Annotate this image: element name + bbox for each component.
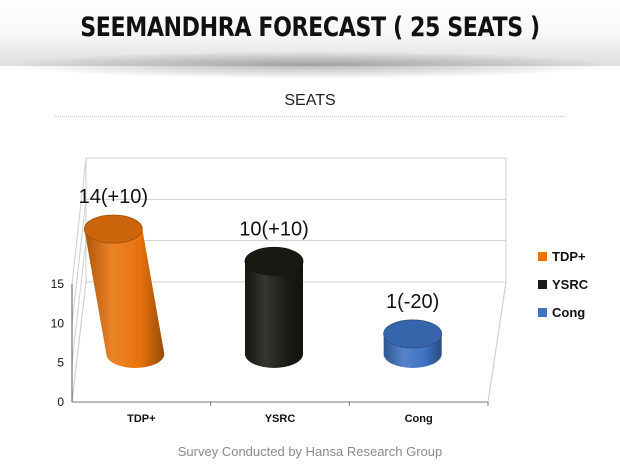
chart-data-labels: 14(+10) 10(+10) 1(-20) bbox=[79, 186, 440, 313]
chart-bars bbox=[83, 214, 443, 368]
legend-item-cong: Cong bbox=[538, 305, 585, 320]
y-tick-label: 5 bbox=[57, 356, 64, 370]
bar-tdp bbox=[83, 214, 165, 368]
side-gridline bbox=[71, 240, 87, 363]
survey-credit: Survey Conducted by Hansa Research Group bbox=[177, 444, 443, 459]
data-label: 1(-20) bbox=[386, 291, 439, 313]
legend-swatch bbox=[538, 280, 547, 289]
bar-top-cap bbox=[244, 246, 304, 276]
chart-title: SEATS bbox=[284, 92, 336, 109]
legend-label: TDP+ bbox=[552, 249, 586, 264]
chart-legend: TDP+ YSRC Cong bbox=[538, 249, 589, 320]
legend-swatch bbox=[538, 252, 547, 261]
data-label: 14(+10) bbox=[79, 186, 149, 208]
bar-ysrc bbox=[244, 246, 304, 368]
legend-item-ysrc: YSRC bbox=[538, 277, 589, 292]
y-tick-label: 0 bbox=[57, 395, 64, 409]
legend-label: YSRC bbox=[552, 277, 589, 292]
side-gridline bbox=[71, 199, 87, 324]
x-tick-label: Cong bbox=[405, 413, 433, 425]
bar-body bbox=[84, 229, 165, 368]
bar-cong bbox=[383, 319, 443, 368]
legend-item-tdp: TDP+ bbox=[538, 249, 586, 264]
banner bbox=[0, 0, 620, 66]
side-gridline bbox=[71, 281, 87, 403]
page-title: SEEMANDHRA FORECAST ( 25 SEATS ) bbox=[80, 12, 540, 43]
x-tick-label: TDP+ bbox=[127, 413, 155, 425]
y-tick-label: 15 bbox=[51, 277, 65, 291]
y-tick-label: 10 bbox=[51, 316, 65, 330]
bar-top-cap bbox=[383, 319, 443, 349]
bar-body bbox=[245, 261, 303, 368]
data-label: 10(+10) bbox=[239, 218, 309, 240]
side-gridline bbox=[71, 157, 87, 285]
banner-shadow bbox=[20, 52, 600, 78]
floor-edge bbox=[487, 281, 507, 403]
legend-label: Cong bbox=[552, 305, 585, 320]
x-tick-label: YSRC bbox=[265, 413, 296, 425]
bar-top-cap bbox=[83, 214, 143, 244]
legend-swatch bbox=[538, 308, 547, 317]
title-divider bbox=[55, 116, 565, 117]
